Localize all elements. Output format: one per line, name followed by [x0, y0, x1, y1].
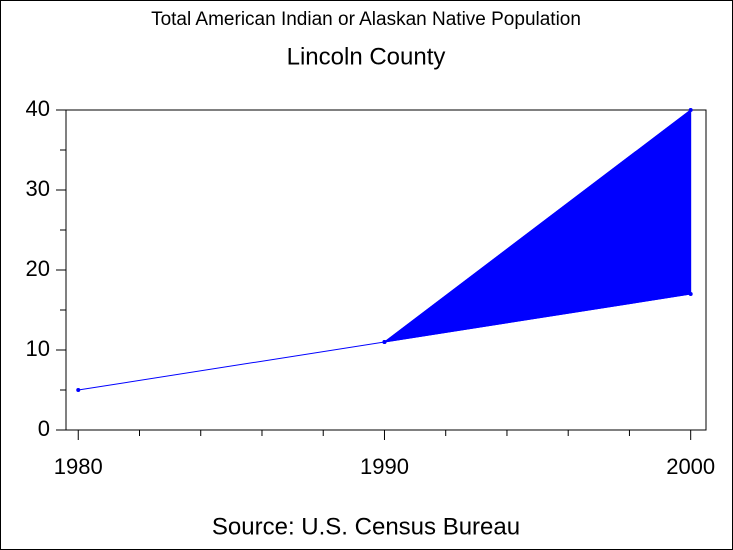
- point: [688, 108, 693, 112]
- y-tick-label: 30: [26, 176, 50, 201]
- x-tick-label: 1990: [360, 454, 409, 479]
- y-tick-label: 20: [26, 256, 50, 281]
- y-tick-label: 40: [26, 96, 50, 121]
- chart-subtitle: Lincoln County: [287, 43, 446, 70]
- footnote: Source: U.S. Census Bureau: [212, 513, 520, 540]
- point: [688, 292, 693, 296]
- x-tick-label: 1980: [54, 454, 103, 479]
- x-tick-label: 2000: [666, 454, 715, 479]
- point: [382, 340, 387, 344]
- chart-title: Total American Indian or Alaskan Native …: [151, 9, 581, 30]
- y-tick-label: 10: [26, 336, 50, 361]
- point: [76, 388, 81, 392]
- y-tick-label: 0: [38, 416, 50, 441]
- series-line: [384, 109, 691, 343]
